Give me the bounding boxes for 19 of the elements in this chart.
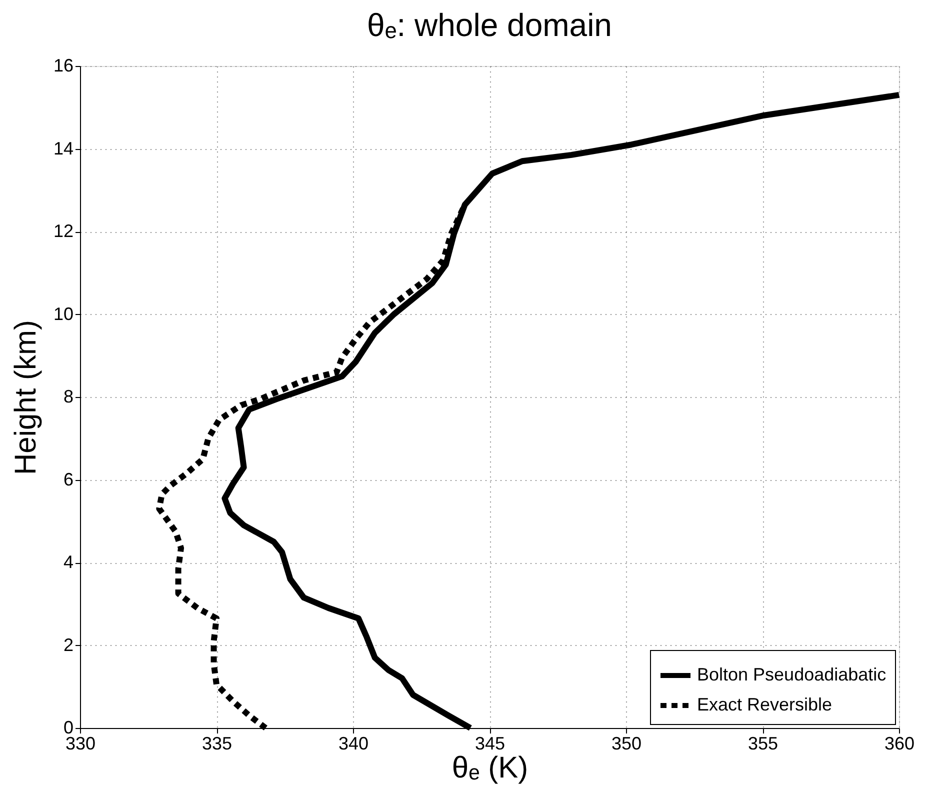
y-tick-label: 10 <box>53 304 74 324</box>
legend-label: Exact Reversible <box>697 694 832 714</box>
x-tick-label: 355 <box>748 734 778 754</box>
x-tick-label: 360 <box>884 734 915 754</box>
y-axis-title: Height (km) <box>9 320 42 476</box>
x-tick-label: 335 <box>202 734 232 754</box>
x-axis-title: θₑ (K) <box>452 752 528 784</box>
x-tick-label: 350 <box>611 734 642 754</box>
y-tick-label: 16 <box>53 56 74 76</box>
y-tick-label: 6 <box>63 469 74 490</box>
chart-title: θₑ: whole domain <box>367 7 612 43</box>
x-tick-label: 345 <box>474 734 506 754</box>
y-tick-label: 8 <box>63 386 74 406</box>
y-tick-label: 12 <box>53 221 74 241</box>
y-tick-label: 2 <box>63 634 74 655</box>
x-tick-label: 340 <box>338 734 369 754</box>
y-tick-label: 4 <box>63 552 74 572</box>
legend-label: Bolton Pseudoadiabatic <box>697 664 886 684</box>
y-tick-label: 14 <box>53 138 74 158</box>
